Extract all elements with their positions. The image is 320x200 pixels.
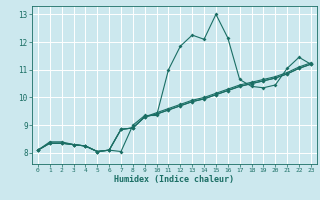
X-axis label: Humidex (Indice chaleur): Humidex (Indice chaleur) [115, 175, 234, 184]
